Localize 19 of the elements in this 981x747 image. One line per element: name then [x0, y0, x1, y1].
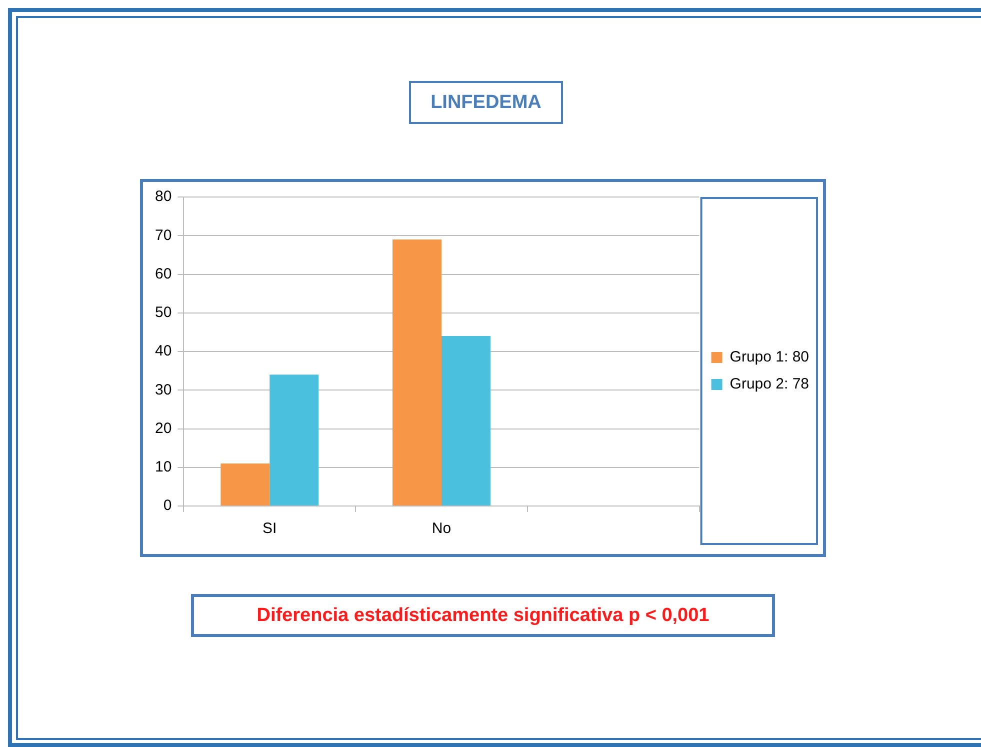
legend-label: Grupo 2: 78: [730, 376, 809, 393]
y-tick-label: 50: [154, 304, 172, 322]
bar: [220, 464, 270, 506]
y-tick-label: 80: [154, 188, 172, 206]
chart-title: LINFEDEMA: [409, 81, 563, 124]
y-tick-label: 20: [154, 420, 172, 437]
x-tick-label: SI: [262, 520, 277, 538]
bar: [270, 374, 319, 506]
y-tick-label: 40: [154, 342, 172, 360]
y-tick-label: 10: [154, 458, 172, 476]
y-tick-label: 0: [163, 497, 172, 514]
legend-label: Grupo 1: 80: [730, 348, 809, 366]
text: Diferencia estadísticamente significativa p < 0,001: [191, 594, 775, 637]
x-tick-label: No: [432, 520, 452, 538]
bar: [392, 239, 442, 506]
y-tick-label: 70: [154, 226, 172, 244]
y-tick-label: 30: [154, 381, 172, 398]
bar: [441, 336, 490, 506]
y-tick-label: 60: [154, 265, 172, 282]
